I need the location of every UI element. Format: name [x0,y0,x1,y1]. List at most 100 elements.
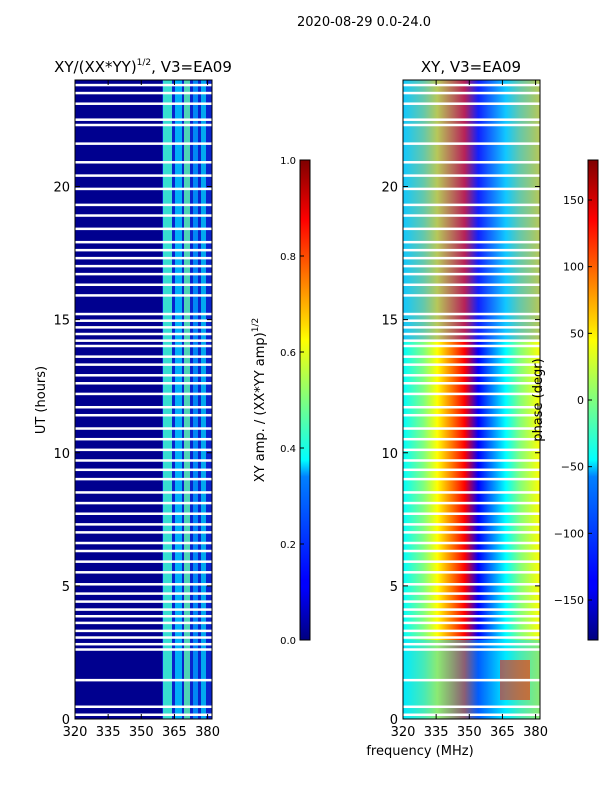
phase-flagged-row [403,592,540,595]
amplitude-flagged-row [75,583,212,586]
amplitude-colorbar-tick-label: 1.0 [280,156,296,167]
amplitude-flagged-row [75,629,212,633]
amplitude-flagged-row [75,283,212,287]
amplitude-y-axis: 0 5 10 15 20 [53,181,212,728]
amplitude-flagged-row [75,214,212,217]
amplitude-colorbar-tick-label: 0.6 [280,348,296,359]
phase-flagged-row [403,344,540,348]
phase-colorbar-tick-label: 0 [577,394,584,407]
phase-colorbar-tick-label: 50 [570,327,584,340]
amplitude-band-2 [175,80,182,719]
amplitude-flagged-row [75,600,212,603]
phase-flagged-row [403,326,540,329]
amplitude-band-1 [163,80,172,719]
phase-flagged-row [403,541,540,545]
amplitude-flagged-row [75,531,212,534]
phase-flagged-row [403,102,540,105]
phase-flagged-row [403,448,540,452]
phase-flagged-row [403,256,540,260]
phase-flagged-row [403,614,540,618]
amplitude-flagged-row [75,83,212,87]
amplitude-flagged-row [75,227,212,231]
amplitude-flagged-row [75,571,212,574]
phase-colorbar-tick-label: 100 [563,261,584,274]
phase-heatmap [403,80,540,719]
amplitude-flagged-row [75,123,212,127]
amplitude-ytick-label: 5 [62,580,70,595]
phase-flagged-row [403,560,540,563]
amplitude-flagged-row [75,636,212,639]
amplitude-xtick-label: 335 [96,725,121,740]
amplitude-flagged-row [75,427,212,430]
amplitude-flagged-row [75,142,212,145]
amplitude-flagged-row [75,592,212,595]
phase-flagged-row [403,512,540,515]
amplitude-flagged-row [75,203,212,207]
phase-flagged-row [403,339,540,342]
amplitude-flagged-row [75,705,212,709]
phase-ytick-label: 20 [381,181,398,196]
phase-flagged-row [403,355,540,358]
phase-y-axis: 0 5 10 15 20 [381,181,540,728]
amplitude-flagged-row [75,477,212,481]
phase-flagged-row [403,468,540,472]
phase-flagged-row [403,332,540,336]
phase-flagged-row [403,531,540,534]
phase-flagged-rows [403,83,540,717]
phase-flagged-row [403,187,540,191]
amplitude-flagged-row [75,374,212,377]
phase-colorbar-tick-label: −100 [554,527,584,540]
amplitude-flagged-row [75,264,212,268]
amplitude-band-4 [193,80,198,719]
amplitude-panel: XY/(XX*YY)1/2, V3=EA09 320 335 350 365 380 0… [34,58,232,740]
amplitude-flagged-row [75,621,212,625]
phase-flagged-row [403,405,540,409]
phase-colorbar-tick-label: −50 [561,461,584,474]
phase-flagged-row [403,621,540,625]
phase-flagged-row [403,491,540,494]
amplitude-flagged-row [75,468,212,472]
amplitude-x-axis: 320 335 350 365 380 [63,80,220,740]
amplitude-flagged-row [75,437,212,441]
amplitude-flagged-row [75,332,212,336]
amplitude-flagged-row [75,392,212,396]
phase-ytick-label: 5 [390,580,398,595]
phase-flagged-row [403,142,540,145]
amplitude-ylabel: UT (hours) [34,366,49,434]
amplitude-flagged-row [75,614,212,618]
amplitude-flagged-row [75,240,212,244]
phase-flagged-row [403,240,540,244]
amplitude-flagged-row [75,642,212,646]
phase-colorbar-label: phase (degr) [531,358,546,441]
phase-flagged-row [403,477,540,481]
phase-flagged-row [403,571,540,574]
amplitude-xtick-label: 320 [63,725,88,740]
frequency-xlabel: frequency (MHz) [366,744,473,759]
phase-background [403,80,540,719]
amplitude-flagged-row [75,272,212,276]
phase-ytick-label: 0 [390,713,398,728]
phase-flagged-row [403,227,540,231]
phase-flagged-row [403,272,540,276]
amplitude-flagged-row [75,118,212,121]
amplitude-xtick-label: 350 [129,725,154,740]
phase-xtick-label: 365 [490,725,515,740]
amplitude-flagged-row [75,102,212,105]
amplitude-flagged-row [75,549,212,553]
amplitude-flagged-row [75,541,212,545]
amplitude-flagged-row [75,319,212,322]
phase-flagged-row [403,459,540,462]
phase-xtick-label: 350 [457,725,482,740]
amplitude-flagged-row [75,363,212,366]
amplitude-flagged-rows [75,83,212,717]
phase-flagged-row [403,648,540,651]
amplitude-flagged-row [75,339,212,342]
amplitude-colorbar-ticks: 0.0 0.2 0.4 0.6 0.8 1.0 [280,156,304,647]
amplitude-colorbar-tick-label: 0.0 [280,636,296,647]
amplitude-colorbar-tick-label: 0.8 [280,252,296,263]
amplitude-colorbar: 0.0 0.2 0.4 0.6 0.8 1.0 XY amp. / (XX*YY amp)… [251,156,311,647]
phase-flagged-row [403,608,540,611]
phase-panel-title: XY, V3=EA09 [421,58,521,76]
phase-flagged-row [403,123,540,127]
amplitude-flagged-row [75,678,212,682]
